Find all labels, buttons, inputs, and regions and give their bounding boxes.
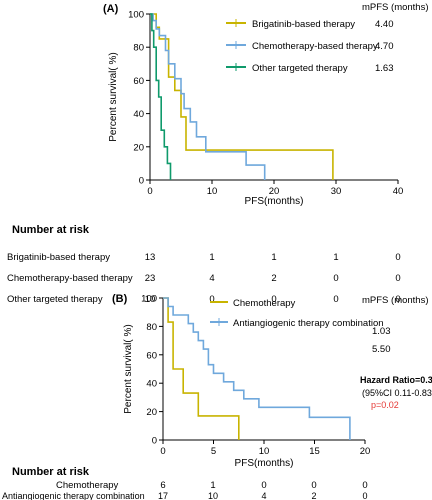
x-tick-label: 40 (393, 186, 404, 197)
legend-label-other-targeted: Other targeted therapy (252, 63, 348, 74)
panel-b-legend: Chemotherapy 1.03 Antiangiogenic therapy… (210, 298, 391, 355)
y-tick-label: 20 (133, 142, 144, 153)
risk-value: 10 (208, 491, 218, 500)
x-tick-label: 0 (147, 186, 152, 197)
panel-a-risk-values: 13 1 1 1 023 4 2 0 010 0 0 0 0 (145, 252, 401, 305)
legend-label-brigatinib: Brigatinib-based therapy (252, 19, 355, 30)
risk-value: 1 (209, 252, 214, 263)
y-tick-label: 0 (152, 436, 157, 447)
mpfs-chemotherapy: 1.03 (372, 326, 391, 337)
km-curve-chemotherapy (163, 297, 240, 440)
y-tick-label: 80 (133, 43, 144, 54)
risk-value: 23 (145, 273, 156, 284)
km-curve-chemotherapy-based-therapy (150, 13, 266, 180)
panel-a-label: (A) (103, 3, 119, 15)
risk-value: 10 (145, 294, 156, 305)
panel-a-curves (150, 13, 334, 180)
risk-value: 17 (158, 491, 168, 500)
y-tick-label: 60 (133, 76, 144, 87)
y-tick-label: 100 (128, 10, 144, 21)
risk-value: 6 (160, 480, 165, 491)
panel-a-y-label: Percent survival( %) (108, 52, 119, 141)
risk-value: 4 (261, 491, 266, 500)
panel-a-risk-table: Number at risk Brigatinib-based therapy … (7, 224, 401, 305)
panel-a-legend: Brigatinib-based therapy 4.40 Chemothera… (226, 19, 394, 74)
risk-value: 0 (395, 294, 400, 305)
y-tick-label: 0 (139, 176, 144, 187)
panel-b-risk-table: Number at risk Chemotherapy Antiangiogen… (2, 466, 368, 500)
legend-label-chemo-based: Chemotherapy-based therapy (252, 41, 378, 52)
x-tick-label: 10 (207, 186, 218, 197)
panel-a-risk-heading: Number at risk (12, 224, 90, 236)
risk-value: 0 (333, 294, 338, 305)
risk-value: 0 (395, 273, 400, 284)
y-tick-label: 40 (133, 109, 144, 120)
mpfs-brigatinib: 4.40 (375, 19, 394, 30)
risk-value: 0 (271, 294, 276, 305)
risk-row-label-other-targeted: Other targeted therapy (7, 294, 103, 305)
y-tick-label: 80 (146, 322, 157, 333)
mpfs-chemo-based: 4.70 (375, 41, 394, 52)
mpfs-antiangiogenic: 5.50 (372, 344, 391, 355)
panel-b-label: (B) (112, 293, 128, 305)
risk-row-label-antiangiogenic: Antiangiogenic therapy combination (2, 491, 145, 500)
risk-value: 0 (362, 480, 367, 491)
km-curve-brigatinib-based-therapy (150, 13, 334, 180)
risk-value: 0 (311, 480, 316, 491)
x-tick-label: 20 (269, 186, 280, 197)
risk-value: 0 (333, 273, 338, 284)
x-tick-label: 30 (331, 186, 342, 197)
panel-b-curves (163, 297, 351, 440)
panel-b-stats: Hazard Ratio=0.30 (95%CI 0.11-0.83) p=0.… (360, 375, 432, 410)
panel-b-x-label: PFS(months) (235, 458, 294, 469)
risk-value: 1 (333, 252, 338, 263)
risk-row-label-chemotherapy: Chemotherapy (56, 480, 119, 491)
risk-value: 0 (209, 294, 214, 305)
risk-value: 2 (311, 491, 316, 500)
panel-b-risk-heading: Number at risk (12, 466, 90, 478)
risk-value: 13 (145, 252, 156, 263)
panel-b-y-label: Percent survival( %) (123, 324, 134, 413)
x-tick-label: 10 (259, 446, 270, 457)
panel-a-x-label: PFS(months) (245, 196, 304, 207)
panel-a-ticks: 0 10 20 30 40 0 20 40 60 80 100 (128, 10, 403, 198)
y-tick-label: 20 (146, 407, 157, 418)
panel-a: (A) mPFS (months) 0 10 20 30 40020406080100 … (7, 2, 429, 305)
risk-value: 1 (210, 480, 215, 491)
x-tick-label: 5 (211, 446, 216, 457)
risk-row-label-chemo-based: Chemotherapy-based therapy (7, 273, 133, 284)
panel-b-risk-values: 6 1 0 0 017 10 4 2 0 (158, 480, 368, 500)
risk-value: 0 (395, 252, 400, 263)
legend-label-antiangiogenic: Antiangiogenic therapy combination (233, 318, 384, 329)
y-tick-label: 100 (141, 294, 157, 305)
hazard-ratio: Hazard Ratio=0.30 (360, 375, 432, 385)
risk-value: 1 (271, 252, 276, 263)
risk-value: 0 (362, 491, 367, 500)
legend-label-chemotherapy: Chemotherapy (233, 298, 296, 309)
y-tick-label: 60 (146, 350, 157, 361)
km-curve-other-targeted-therapy (150, 13, 172, 180)
risk-value: 2 (271, 273, 276, 284)
km-curve-antiangiogenic-therapy-combination (163, 297, 351, 440)
x-tick-label: 20 (360, 446, 371, 457)
confidence-interval: (95%CI 0.11-0.83) (362, 388, 432, 398)
risk-row-label-brigatinib: Brigatinib-based therapy (7, 252, 110, 263)
panel-a-legend-header: mPFS (months) (362, 2, 429, 13)
x-tick-label: 15 (309, 446, 320, 457)
risk-value: 4 (209, 273, 214, 284)
p-value: p=0.02 (371, 400, 399, 410)
x-tick-label: 0 (160, 446, 165, 457)
risk-value: 0 (261, 480, 266, 491)
panel-b-legend-header: mPFS (months) (362, 295, 429, 306)
mpfs-other-targeted: 1.63 (375, 63, 394, 74)
y-tick-label: 40 (146, 379, 157, 390)
